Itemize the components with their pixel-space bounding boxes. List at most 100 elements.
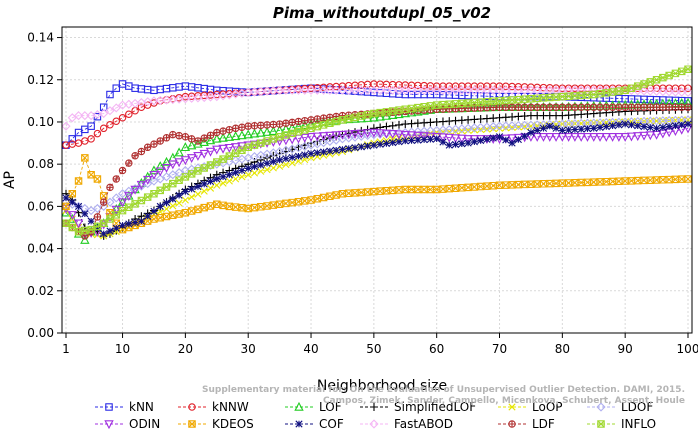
- data-point-inflo: [684, 65, 692, 73]
- data-point-ldf: [143, 143, 152, 151]
- data-point-kdeos: [187, 207, 196, 215]
- data-point-odin: [463, 135, 473, 145]
- data-point-kdeos: [162, 212, 171, 221]
- data-point-kdeos: [231, 203, 240, 211]
- data-point-kdeos: [370, 187, 378, 196]
- data-point-ldof: [526, 120, 536, 130]
- data-point-odin: [124, 192, 134, 202]
- data-point-loop: [521, 123, 529, 131]
- data-point-fastabod: [488, 85, 498, 95]
- data-point-cof: [320, 148, 328, 156]
- y-tick-label: 0.14: [27, 31, 54, 45]
- data-point-inflo: [426, 102, 435, 110]
- data-point-cof: [558, 126, 566, 134]
- data-point-loop: [219, 179, 227, 187]
- legend-item-cof: COF: [285, 417, 344, 431]
- data-point-ldf: [608, 103, 617, 111]
- data-point-fastabod: [388, 85, 398, 95]
- data-point-kdeos: [194, 205, 202, 214]
- data-point-ldf: [502, 103, 510, 111]
- data-point-loop: [188, 193, 196, 201]
- data-point-cof: [426, 135, 434, 143]
- data-point-fastabod: [444, 85, 454, 95]
- data-point-odin: [438, 133, 448, 143]
- data-point-inflo: [219, 155, 227, 163]
- data-point-odin: [582, 132, 593, 142]
- data-point-odin: [300, 133, 310, 143]
- data-point-kdeos: [150, 215, 158, 223]
- data-point-ldf: [213, 128, 221, 137]
- data-point-kdeos: [395, 186, 403, 194]
- data-point-ldf: [646, 103, 655, 111]
- data-point-inflo: [344, 114, 353, 123]
- data-point-cof: [539, 124, 548, 132]
- legend-marker-fastabod: [369, 419, 379, 429]
- data-point-cof: [470, 138, 478, 146]
- data-point-odin: [344, 130, 354, 140]
- data-point-fastabod: [400, 85, 410, 95]
- data-point-inflo: [590, 90, 598, 99]
- data-point-ldf: [684, 103, 692, 111]
- data-point-loop: [288, 159, 296, 167]
- data-point-cof: [175, 191, 183, 199]
- data-point-fastabod: [520, 85, 530, 95]
- data-point-odin: [551, 132, 561, 142]
- data-point-cof: [307, 150, 315, 158]
- data-point-kdeos: [156, 214, 164, 222]
- legend-item-knnw: kNNW: [178, 400, 249, 414]
- data-point-loop: [389, 135, 397, 143]
- data-point-odin: [325, 131, 335, 141]
- data-point-fastabod: [369, 85, 379, 95]
- data-point-fastabod: [494, 85, 505, 95]
- data-point-ldf: [238, 123, 246, 131]
- data-point-odin: [645, 131, 656, 141]
- data-point-odin: [507, 134, 517, 144]
- data-point-inflo: [137, 196, 146, 205]
- data-point-fastabod: [312, 85, 322, 95]
- data-point-fastabod: [67, 113, 77, 123]
- data-point-ldof: [488, 122, 498, 132]
- data-point-cof: [200, 180, 208, 188]
- data-point-cof: [276, 156, 284, 164]
- data-point-ldf: [677, 103, 686, 111]
- data-point-inflo: [93, 222, 102, 231]
- data-point-fastabod: [645, 86, 655, 96]
- legend-marker-lof: [294, 401, 304, 411]
- data-point-odin: [218, 144, 228, 154]
- data-point-ldf: [596, 103, 604, 111]
- data-point-cof: [382, 139, 391, 148]
- data-point-cof: [596, 123, 604, 132]
- data-point-cof: [508, 139, 516, 147]
- data-point-odin: [620, 132, 630, 142]
- data-point-ldf: [206, 131, 215, 140]
- data-point-odin: [193, 151, 203, 161]
- data-point-fastabod: [287, 85, 297, 95]
- data-point-ldf: [169, 130, 177, 139]
- data-point-ldf: [250, 122, 259, 130]
- data-point-ldf: [99, 198, 108, 206]
- data-point-inflo: [275, 132, 284, 141]
- data-point-cof: [156, 202, 164, 210]
- data-point-kdeos: [684, 175, 692, 183]
- data-point-odin: [457, 134, 467, 144]
- data-point-fastabod: [557, 85, 567, 95]
- data-point-cof: [652, 124, 661, 132]
- data-point-cof: [571, 125, 579, 134]
- data-point-kdeos: [169, 211, 177, 219]
- data-point-loop: [257, 167, 265, 175]
- data-point-ldof: [174, 168, 184, 178]
- data-point-kdeos: [74, 177, 83, 185]
- data-point-inflo: [326, 119, 334, 127]
- data-point-ldf: [577, 103, 585, 111]
- data-point-odin: [595, 132, 605, 142]
- data-point-fastabod: [570, 85, 580, 95]
- data-point-cof: [125, 220, 133, 228]
- data-point-knn: [106, 90, 114, 99]
- legend-label-knnw: kNNW: [212, 400, 249, 414]
- data-point-kdeos: [300, 197, 309, 205]
- data-point-fastabod: [105, 106, 115, 116]
- data-point-fastabod: [526, 85, 536, 95]
- data-point-ldof: [494, 121, 505, 131]
- data-point-loop: [276, 162, 284, 170]
- data-point-inflo: [370, 109, 378, 118]
